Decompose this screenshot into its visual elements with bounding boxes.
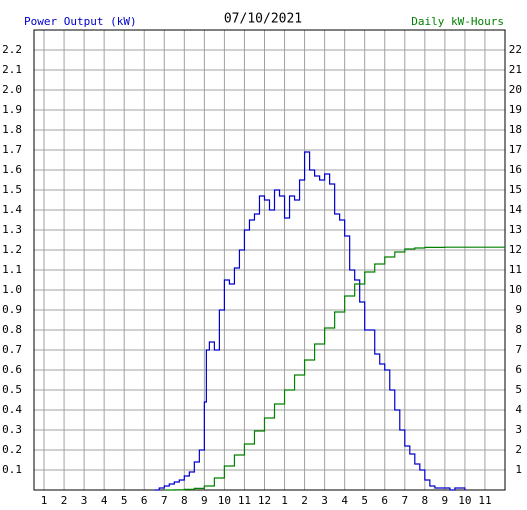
y2-tick-label: 18 — [509, 123, 522, 136]
y-tick-label: 1.5 — [2, 183, 22, 196]
x-tick-label: 1 — [281, 494, 288, 507]
x-tick-label: 10 — [458, 494, 471, 507]
y2-tick-label: 21 — [509, 63, 522, 76]
y2-tick-label: 10 — [509, 283, 522, 296]
y2-tick-label: 16 — [509, 163, 522, 176]
x-tick-label: 3 — [81, 494, 88, 507]
y-tick-label: 1.3 — [2, 223, 22, 236]
y2-tick-label: 8 — [515, 323, 522, 336]
y-tick-label: 0.9 — [2, 303, 22, 316]
y2-tick-label: 12 — [509, 243, 522, 256]
y2-tick-label: 2 — [515, 443, 522, 456]
x-tick-label: 9 — [201, 494, 208, 507]
x-tick-label: 3 — [321, 494, 328, 507]
y-tick-label: 0.7 — [2, 343, 22, 356]
y-tick-label: 0.5 — [2, 383, 22, 396]
x-tick-label: 8 — [181, 494, 188, 507]
y2-tick-label: 11 — [509, 263, 522, 276]
y2-tick-label: 19 — [509, 103, 522, 116]
y-tick-label: 1.0 — [2, 283, 22, 296]
y-tick-label: 0.1 — [2, 463, 22, 476]
x-tick-label: 11 — [238, 494, 251, 507]
y-axis-label: Power Output (kW) — [24, 15, 137, 28]
y2-tick-label: 3 — [515, 423, 522, 436]
x-tick-label: 4 — [101, 494, 108, 507]
y2-tick-label: 4 — [515, 403, 522, 416]
y-tick-label: 1.1 — [2, 263, 22, 276]
y-tick-label: 1.9 — [2, 103, 22, 116]
x-tick-label: 8 — [422, 494, 429, 507]
y-tick-label: 2.1 — [2, 63, 22, 76]
y-tick-label: 0.2 — [2, 443, 22, 456]
x-tick-label: 6 — [141, 494, 148, 507]
y-tick-label: 0.3 — [2, 423, 22, 436]
y2-tick-label: 9 — [515, 303, 522, 316]
y2-tick-label: 15 — [509, 183, 522, 196]
y2-tick-label: 17 — [509, 143, 522, 156]
x-tick-label: 6 — [381, 494, 388, 507]
x-tick-label: 10 — [218, 494, 231, 507]
x-tick-label: 7 — [401, 494, 408, 507]
x-tick-label: 9 — [442, 494, 449, 507]
y2-tick-label: 7 — [515, 343, 522, 356]
y-tick-label: 1.8 — [2, 123, 22, 136]
x-tick-label: 5 — [361, 494, 368, 507]
chart-title: 07/10/2021 — [224, 12, 302, 27]
y2-tick-label: 6 — [515, 363, 522, 376]
series-line — [154, 151, 466, 491]
y2-tick-label: 14 — [509, 203, 523, 216]
y-tick-label: 1.4 — [2, 203, 22, 216]
x-tick-label: 11 — [478, 494, 491, 507]
x-tick-label: 4 — [341, 494, 348, 507]
x-tick-label: 1 — [41, 494, 48, 507]
y2-axis-label: Daily kW-Hours — [411, 15, 504, 28]
x-tick-label: 12 — [258, 494, 271, 507]
x-tick-label: 7 — [161, 494, 168, 507]
y2-tick-label: 5 — [515, 383, 522, 396]
y-tick-label: 1.7 — [2, 143, 22, 156]
x-tick-label: 2 — [301, 494, 308, 507]
y2-tick-label: 1 — [515, 463, 522, 476]
plot-frame — [33, 29, 506, 491]
y-tick-label: 2.2 — [2, 43, 22, 56]
y2-tick-label: 22 — [509, 43, 522, 56]
series-line — [164, 246, 505, 491]
y-tick-label: 1.2 — [2, 243, 22, 256]
y-tick-label: 0.4 — [2, 403, 22, 416]
x-tick-label: 2 — [61, 494, 68, 507]
y-tick-label: 0.8 — [2, 323, 22, 336]
y2-tick-label: 13 — [509, 223, 522, 236]
x-tick-label: 5 — [121, 494, 128, 507]
y-tick-label: 2.0 — [2, 83, 22, 96]
y-tick-label: 1.6 — [2, 163, 22, 176]
y-tick-label: 0.6 — [2, 363, 22, 376]
y2-tick-label: 20 — [509, 83, 522, 96]
